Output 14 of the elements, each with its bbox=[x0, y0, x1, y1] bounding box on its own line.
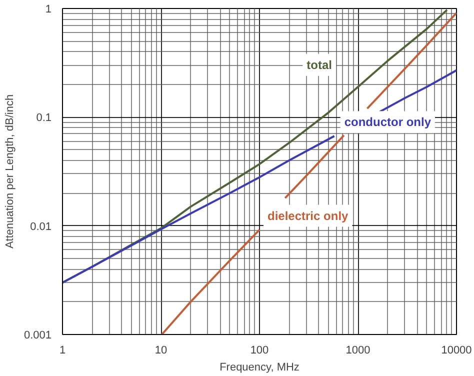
x-tick-label: 10 bbox=[154, 344, 168, 356]
y-tick-label: 0.001 bbox=[24, 330, 52, 342]
series-label: conductor only bbox=[344, 115, 432, 130]
text: total bbox=[306, 58, 332, 72]
y-tick-label: 0.1 bbox=[36, 112, 52, 124]
x-tick-label: 1 bbox=[59, 344, 66, 356]
x-tick-label: 10000 bbox=[441, 344, 472, 356]
x-axis-title: Frequency, MHz bbox=[220, 362, 300, 374]
y-axis-title: Attenuation per Length, dB/inch bbox=[4, 94, 16, 249]
series-label: dielectric only bbox=[268, 208, 349, 223]
y-tick-label: 1 bbox=[45, 4, 52, 16]
y-tick-label: 0.01 bbox=[30, 220, 52, 233]
x-tick-label: 1000 bbox=[346, 344, 370, 356]
x-tick-label: 100 bbox=[250, 344, 269, 356]
